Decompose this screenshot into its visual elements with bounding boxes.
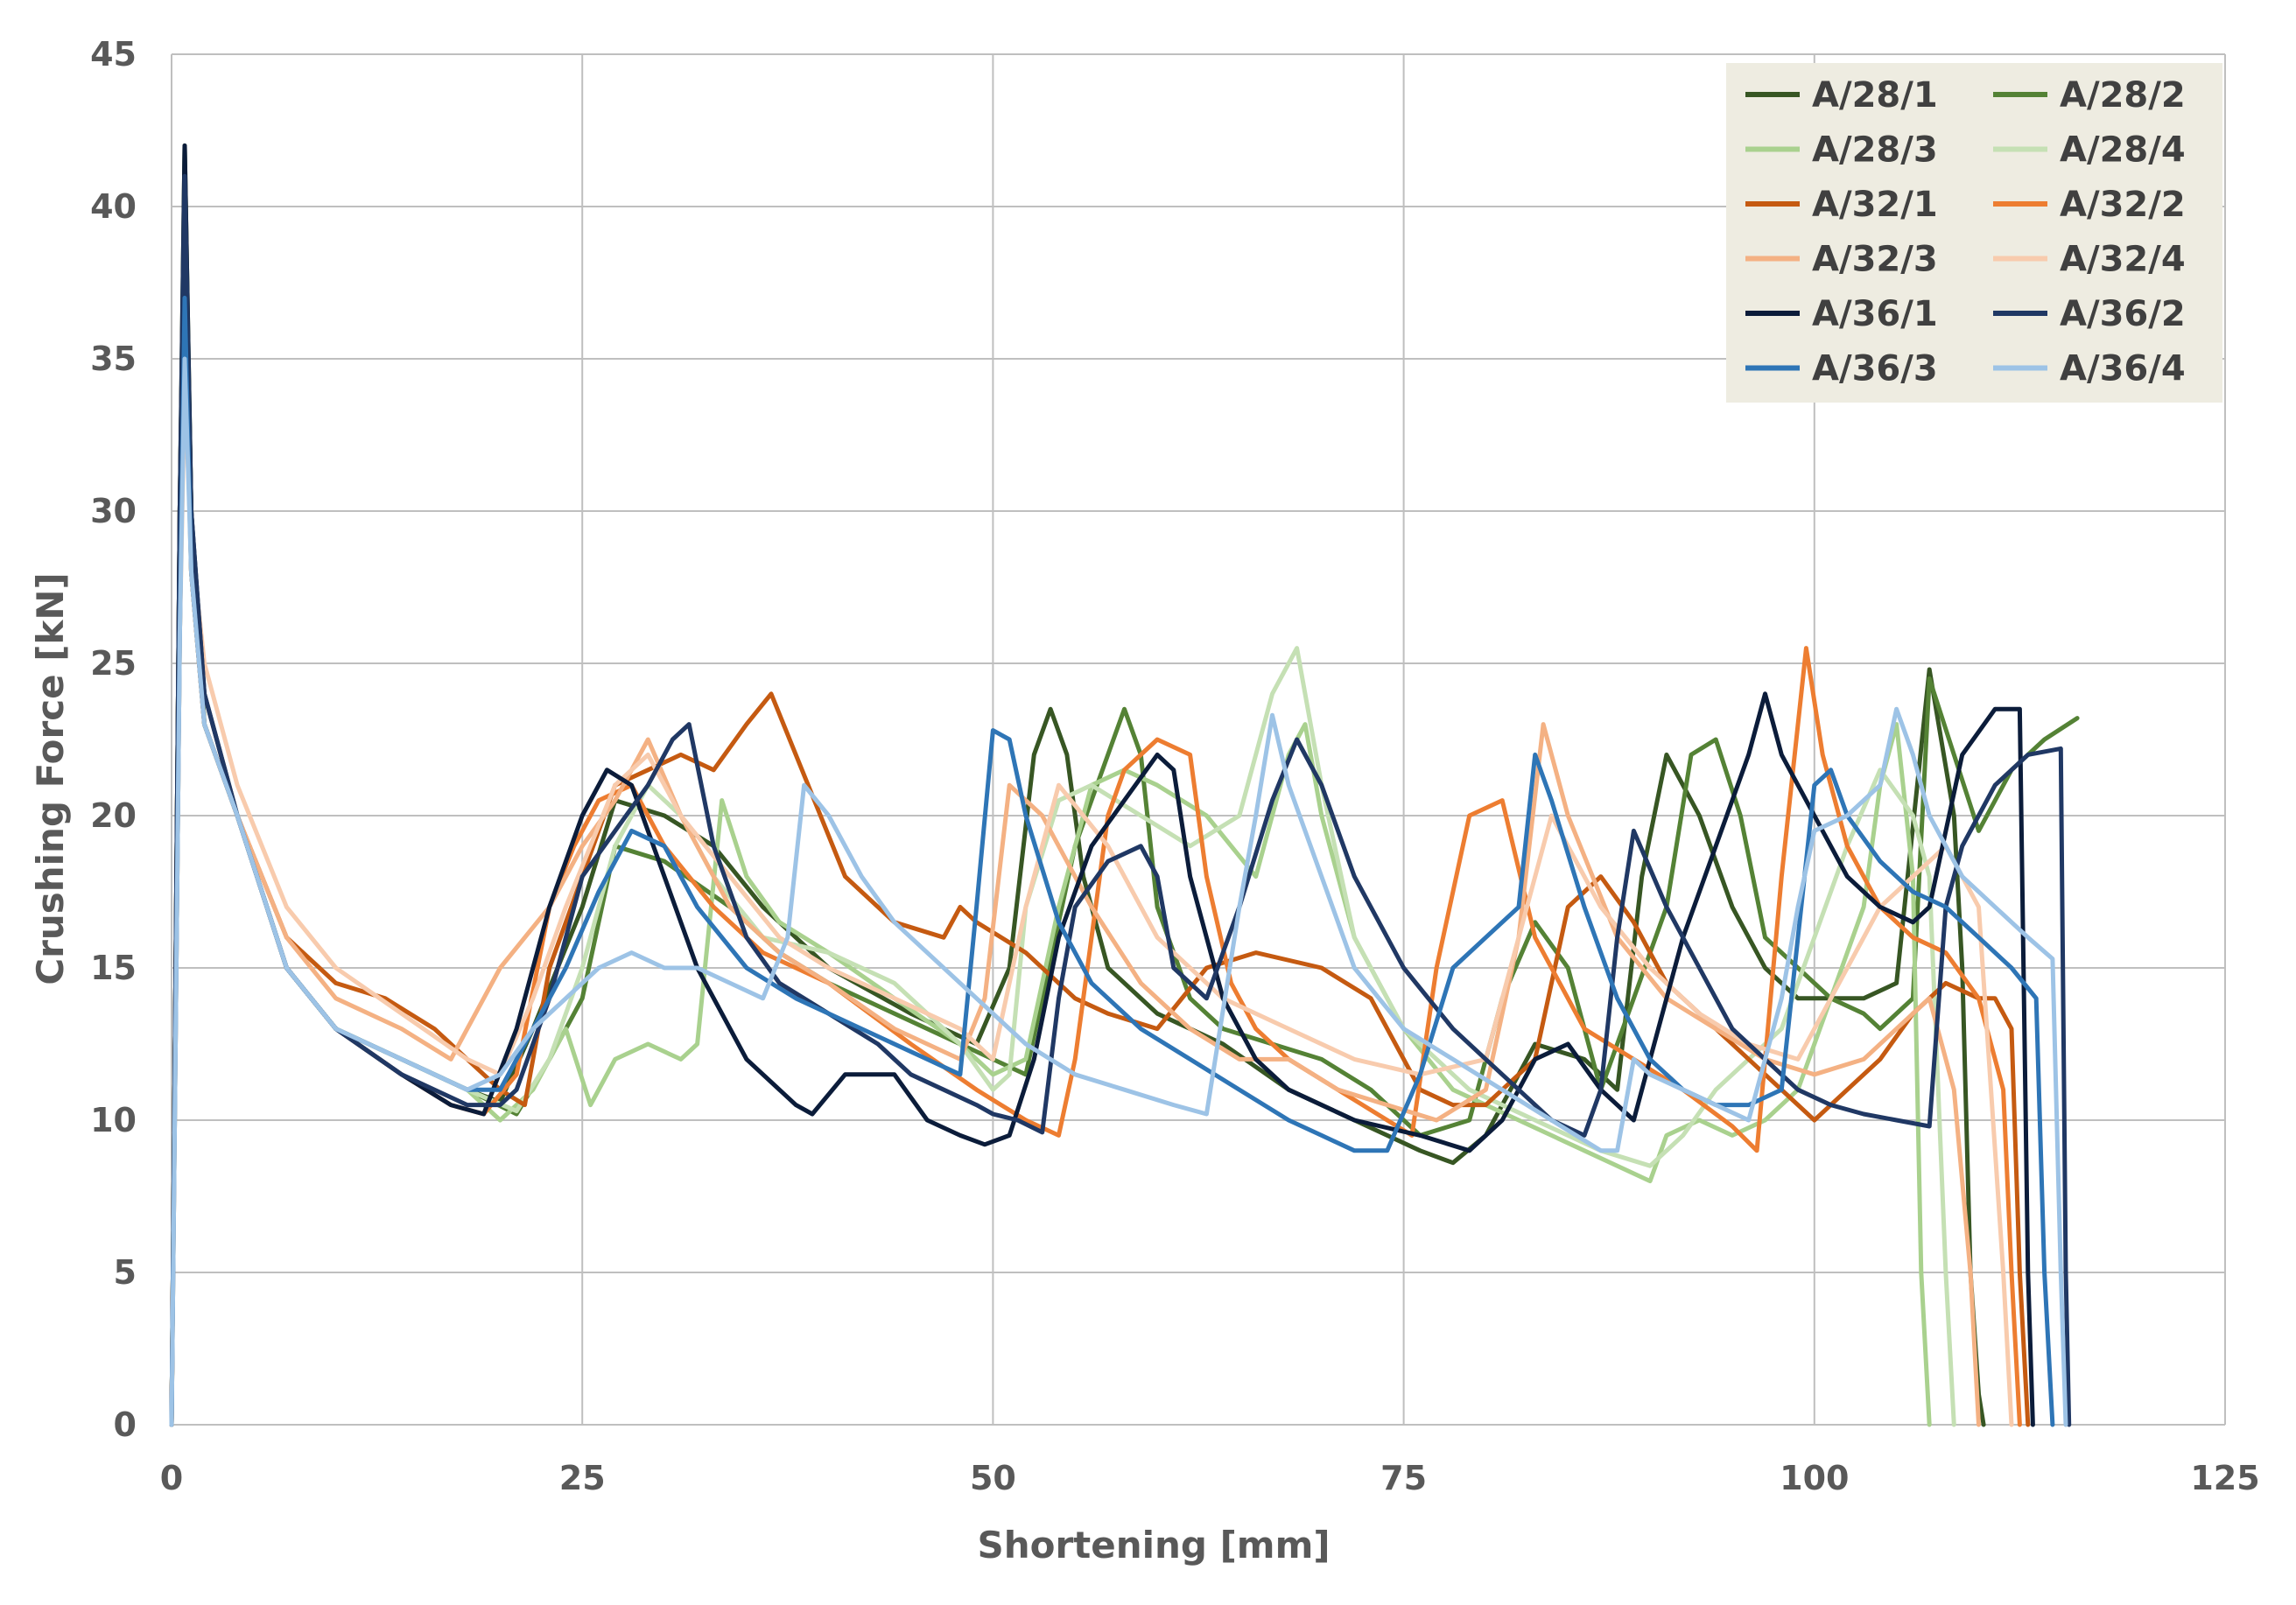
- y-tick-label: 45: [90, 35, 137, 74]
- series-line-a-32-4: [169, 387, 2014, 1427]
- x-tick-label: 125: [2190, 1459, 2259, 1497]
- legend-label: A/32/3: [1812, 240, 1938, 280]
- y-tick-label: 15: [90, 949, 137, 987]
- legend-label: A/32/2: [2060, 185, 2186, 225]
- legend-label: A/32/4: [2060, 240, 2186, 280]
- series-line-a-32-1: [169, 173, 2031, 1427]
- legend-label: A/28/1: [1812, 75, 1938, 116]
- series-line-a-32-3: [169, 326, 1981, 1427]
- y-tick-label: 25: [90, 644, 137, 683]
- legend-label: A/36/3: [1812, 349, 1938, 389]
- y-tick-label: 0: [114, 1405, 137, 1444]
- y-tick-label: 40: [90, 187, 137, 226]
- legend-label: A/36/1: [1812, 294, 1938, 334]
- y-tick-label: 30: [90, 492, 137, 530]
- series-line-a-36-2: [169, 173, 2072, 1427]
- y-axis-title: Crushing Force [kN]: [29, 572, 72, 985]
- legend: A/28/1 A/28/2 A/28/3 A/28/4 A/32/1 A/32/2 A/32…: [1726, 63, 2222, 403]
- legend-label: A/36/4: [2060, 349, 2186, 389]
- legend-box: [1726, 63, 2222, 403]
- legend-label: A/28/2: [2060, 75, 2186, 116]
- x-tick-label: 100: [1780, 1459, 1849, 1497]
- y-tick-label: 10: [90, 1101, 137, 1139]
- legend-label: A/28/4: [2060, 130, 2186, 171]
- legend-label: A/36/2: [2060, 294, 2186, 334]
- x-tick-label: 50: [970, 1459, 1016, 1497]
- x-tick-label: 25: [559, 1459, 606, 1497]
- series-line-a-36-4: [169, 356, 2068, 1427]
- y-tick-label: 5: [114, 1253, 137, 1292]
- x-axis-title: Shortening [mm]: [977, 1524, 1330, 1566]
- x-tick-label: 0: [160, 1459, 183, 1497]
- x-tick-label: 75: [1380, 1459, 1427, 1497]
- tick-labels: 0 5 10 15 20 25 30 35 40 45 0 25 50 75 100 125: [90, 35, 2260, 1497]
- legend-label: A/28/3: [1812, 130, 1938, 171]
- plot-series: [169, 143, 2080, 1427]
- series-line-a-36-1: [169, 143, 2035, 1427]
- y-tick-label: 20: [90, 796, 137, 835]
- legend-label: A/32/1: [1812, 185, 1938, 225]
- y-tick-label: 35: [90, 340, 137, 378]
